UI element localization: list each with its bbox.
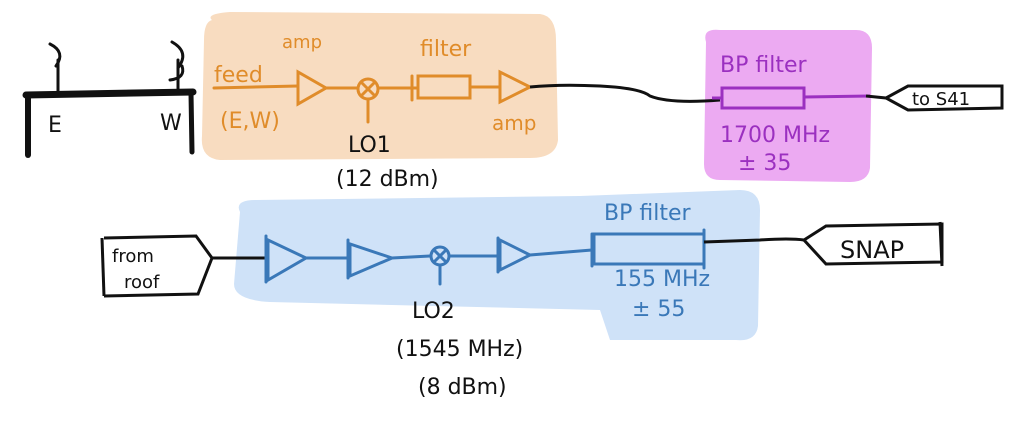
amp1-triangle: [296, 69, 330, 107]
feed-underline: [212, 84, 300, 90]
lo2-freq: (1545 MHz): [396, 337, 523, 362]
bpfilter1-out-lead: [803, 94, 871, 99]
feed-hook-left: [48, 42, 62, 68]
stage2-amp1-triangle: [266, 237, 310, 283]
output2-label: SNAP: [840, 236, 904, 264]
stage2-amp3-to-filter: [528, 248, 594, 257]
stage2-filter-label: BP filter: [604, 201, 691, 226]
filter1-label: filter: [420, 37, 472, 62]
feed-hook-right: [170, 40, 185, 70]
lo2-label: LO2: [412, 299, 455, 324]
bp-filter-1-highlight: [704, 29, 872, 182]
input2-label-line2: roof: [124, 272, 160, 293]
stage1-to-bpfilter1-line: [529, 83, 721, 103]
feed-hook-right-bottom: [168, 64, 185, 82]
amp2-triangle: [498, 69, 534, 105]
lo1-power: (12 dBm): [336, 167, 439, 192]
lo2-power: (8 dBm): [418, 375, 507, 400]
antenna-post-right: [188, 90, 195, 155]
stage2-amp2-to-mixer: [390, 254, 432, 260]
mixer2-cross: [432, 248, 448, 264]
amp1-label: amp: [282, 32, 322, 53]
antenna-west-label: W: [160, 111, 182, 136]
antenna: [22, 40, 197, 158]
stage2-filter-freq: 155 MHz: [614, 267, 710, 292]
feed-sub-label: (E,W): [220, 109, 280, 134]
stage2-to-output2-line: [703, 237, 805, 244]
feed-label: feed: [214, 63, 263, 88]
bpfilter1-label: BP filter: [720, 53, 807, 78]
bpfilter1-box: [720, 86, 806, 110]
antenna-east-label: E: [48, 113, 62, 138]
stage2-amp3-triangle: [498, 237, 534, 273]
input2-connector-left: [100, 237, 106, 297]
lo1-label: LO1: [348, 133, 391, 158]
stage1-highlight: [201, 12, 558, 160]
bpfilter1-to-output1: [865, 94, 887, 100]
mixer1-cross: [359, 80, 377, 98]
stage2-filter-bandwidth: ± 55: [632, 297, 685, 322]
antenna-beam: [22, 88, 197, 99]
bpfilter1-freq: 1700 MHz: [720, 123, 830, 148]
amp2-label: amp: [492, 111, 536, 135]
output1-connector: [882, 84, 1004, 112]
bp-filter-1: [712, 86, 871, 110]
stage2-amp2-triangle: [348, 241, 397, 279]
output2-connector-right: [938, 221, 944, 267]
stage2-chain: [264, 228, 706, 286]
bpfilter1-bandwidth: ± 35: [738, 151, 791, 176]
input2-label-line1: from: [112, 246, 154, 267]
stage1-chain: [212, 69, 534, 124]
output1-label: to S41: [912, 89, 970, 110]
